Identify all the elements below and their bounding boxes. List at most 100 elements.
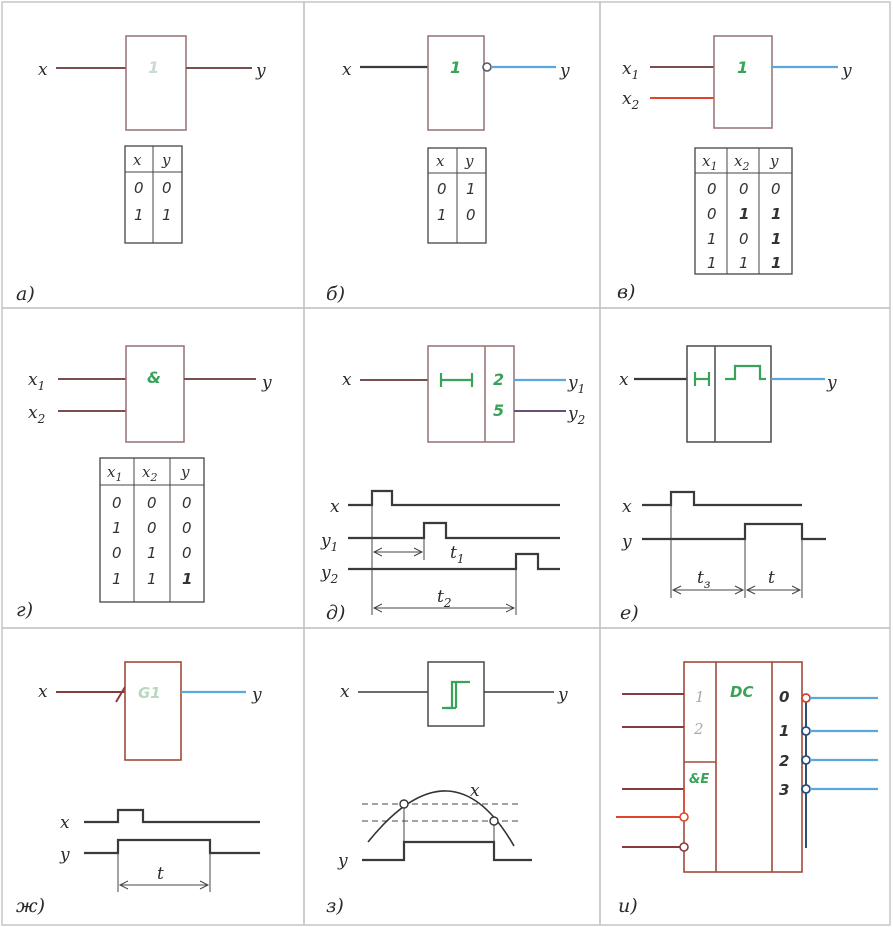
svg-text:y: y bbox=[161, 151, 171, 169]
svg-text:1: 1 bbox=[182, 570, 192, 588]
input-label: x bbox=[340, 682, 350, 702]
svg-text:0: 0 bbox=[707, 205, 717, 223]
panel-caption: з) bbox=[326, 895, 344, 917]
svg-text:y1: y1 bbox=[320, 531, 338, 554]
svg-text:1: 1 bbox=[162, 206, 172, 224]
svg-text:y2: y2 bbox=[320, 563, 338, 586]
svg-text:0: 0 bbox=[182, 494, 192, 512]
panel-v: x1 x2 1 y x1 x2 y 0 0 0 0 1 1 1 0 1 1 1 … bbox=[617, 35, 852, 303]
decoder-box bbox=[683, 661, 803, 873]
svg-text:1: 1 bbox=[134, 206, 144, 224]
svg-text:y: y bbox=[180, 463, 190, 481]
svg-text:1: 1 bbox=[466, 180, 476, 198]
svg-text:1: 1 bbox=[437, 206, 447, 224]
svg-text:0: 0 bbox=[147, 519, 157, 537]
input-label: x bbox=[342, 60, 352, 80]
panel-d: x 2 5 y1 y2 x y1 y2 t1 bbox=[320, 345, 585, 624]
svg-text:t1: t1 bbox=[450, 543, 464, 566]
truth-table: x y 0 1 1 0 bbox=[427, 147, 487, 244]
input-label: x bbox=[38, 60, 48, 80]
gate-symbol: G1 bbox=[138, 684, 161, 702]
svg-text:1: 1 bbox=[112, 519, 122, 537]
svg-text:0: 0 bbox=[134, 179, 144, 197]
panel-b: x 1 y x y 0 1 1 0 б) bbox=[326, 35, 570, 305]
svg-text:1: 1 bbox=[739, 205, 749, 223]
delay-symbol bbox=[439, 373, 474, 387]
or-box bbox=[713, 35, 773, 129]
gate-symbol: 1 bbox=[450, 58, 461, 77]
output1-label: y1 bbox=[567, 373, 585, 396]
svg-text:0: 0 bbox=[162, 179, 172, 197]
svg-text:tз: tз bbox=[697, 568, 710, 591]
input-label: x bbox=[38, 682, 48, 702]
svg-text:1: 1 bbox=[771, 254, 781, 272]
svg-text:x: x bbox=[622, 497, 632, 517]
gate-symbol: 1 bbox=[737, 58, 748, 77]
output-label: y bbox=[255, 61, 266, 81]
inversion-circle bbox=[482, 62, 492, 72]
enable-label: &E bbox=[689, 772, 709, 787]
svg-text:0: 0 bbox=[147, 494, 157, 512]
panel-zh: x G1 y x y t ж) bbox=[16, 661, 262, 917]
output-label: y bbox=[841, 61, 852, 81]
pulse-symbol bbox=[725, 364, 766, 381]
input-label: x bbox=[342, 370, 352, 390]
svg-text:0: 0 bbox=[466, 206, 476, 224]
panel-a: x 1 y x y 0 0 1 1 а) bbox=[16, 35, 266, 305]
timing-diagram: x y1 y2 t1 t2 bbox=[320, 489, 560, 615]
input2-label: x2 bbox=[622, 89, 639, 112]
tap-2-label: 5 bbox=[493, 401, 504, 420]
svg-text:t: t bbox=[157, 864, 164, 884]
svg-text:0: 0 bbox=[739, 180, 749, 198]
repeater-box bbox=[125, 35, 187, 131]
svg-text:1: 1 bbox=[771, 205, 781, 223]
svg-text:0: 0 bbox=[771, 180, 781, 198]
truth-table: x1 x2 y 0 0 0 0 1 1 1 0 1 1 1 1 bbox=[694, 147, 793, 275]
svg-text:t: t bbox=[768, 568, 775, 588]
svg-text:x: x bbox=[60, 813, 70, 833]
svg-text:y: y bbox=[769, 152, 779, 170]
svg-text:0: 0 bbox=[707, 180, 717, 198]
svg-text:1: 1 bbox=[771, 230, 781, 248]
svg-text:x: x bbox=[436, 152, 445, 170]
svg-text:y: y bbox=[464, 152, 474, 170]
truth-table: x y 0 0 1 1 bbox=[124, 145, 183, 244]
svg-text:x: x bbox=[330, 497, 340, 517]
timing-diagram: x y tз t bbox=[621, 490, 826, 598]
svg-text:x: x bbox=[470, 781, 480, 801]
output-label: y bbox=[559, 61, 570, 81]
output-0-label: 0 bbox=[779, 688, 789, 706]
timing-diagram: x y t bbox=[59, 808, 260, 892]
output-label: y bbox=[251, 685, 262, 705]
input1-label: x1 bbox=[28, 370, 45, 393]
address-input-1-label: 1 bbox=[695, 688, 705, 706]
panel-caption: ж) bbox=[16, 895, 45, 917]
and-box bbox=[125, 345, 185, 443]
svg-text:y: y bbox=[621, 532, 632, 552]
svg-text:0: 0 bbox=[112, 494, 122, 512]
svg-text:1: 1 bbox=[739, 254, 749, 272]
generator-box bbox=[124, 661, 182, 761]
gate-symbol: & bbox=[147, 368, 161, 387]
output2-label: y2 bbox=[567, 404, 585, 427]
svg-text:1: 1 bbox=[112, 570, 122, 588]
svg-text:t2: t2 bbox=[437, 587, 451, 610]
output-label: y bbox=[261, 373, 272, 393]
input-label: x bbox=[619, 370, 629, 390]
input2-label: x2 bbox=[28, 403, 45, 426]
svg-text:1: 1 bbox=[147, 570, 157, 588]
address-input-2-label: 2 bbox=[693, 720, 704, 738]
output-3-label: 3 bbox=[779, 781, 789, 799]
svg-text:0: 0 bbox=[182, 519, 192, 537]
inverter-box bbox=[427, 35, 485, 131]
panel-caption: е) bbox=[620, 602, 639, 624]
svg-text:0: 0 bbox=[182, 544, 192, 562]
svg-text:0: 0 bbox=[739, 230, 749, 248]
input1-label: x1 bbox=[622, 59, 639, 82]
panel-i: DC 1 2 &E 0 1 2 3 и) bbox=[616, 661, 878, 917]
output-2-label: 2 bbox=[779, 752, 789, 770]
svg-text:y: y bbox=[337, 851, 348, 871]
svg-text:1: 1 bbox=[147, 544, 157, 562]
